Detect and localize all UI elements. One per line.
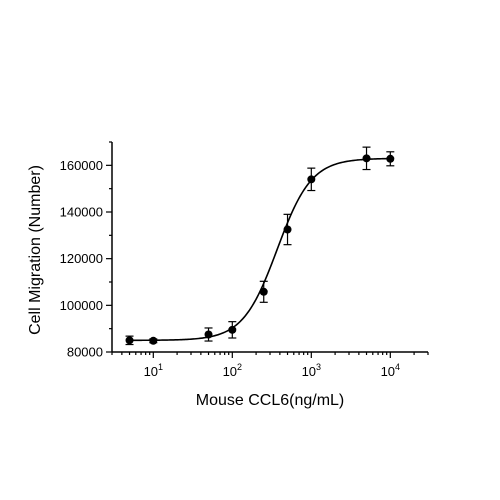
x-tick-label: 102 (223, 362, 242, 379)
data-point (228, 325, 237, 334)
y-tick-label: 160000 (60, 158, 103, 173)
y-tick-label: 140000 (60, 205, 103, 220)
y-axis-title: Cell Migration (Number) (27, 165, 44, 335)
x-tick-label: 104 (381, 362, 400, 379)
y-tick-label: 120000 (60, 251, 103, 266)
data-point (362, 154, 371, 163)
data-point (204, 330, 213, 339)
y-tick-label: 80000 (67, 345, 103, 360)
data-point (386, 154, 395, 163)
data-point (149, 336, 158, 345)
x-tick-label: 103 (302, 362, 321, 379)
data-point (307, 175, 316, 184)
y-tick-label: 100000 (60, 298, 103, 313)
data-point (125, 336, 134, 345)
data-point (259, 287, 268, 296)
x-axis-title: Mouse CCL6(ng/mL) (196, 392, 345, 409)
plot-area: 80000 100000 120000 140000 160000 101 102 103 10… (60, 141, 429, 379)
fit-curve (129, 157, 391, 342)
data-point (283, 225, 292, 234)
x-tick-label: 101 (144, 362, 163, 379)
